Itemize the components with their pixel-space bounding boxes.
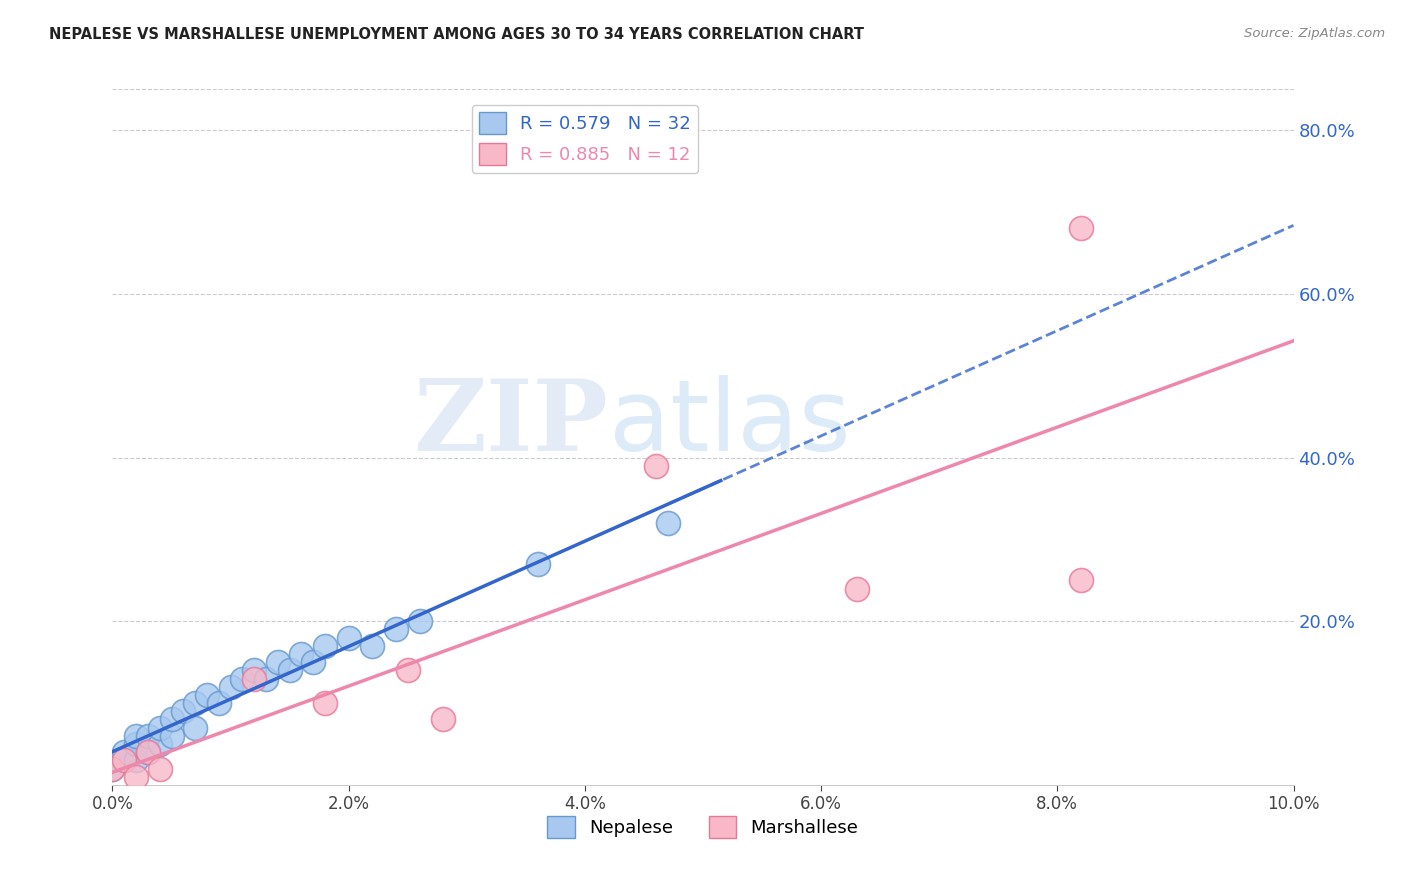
Point — [337, 631, 360, 645]
Point — [208, 696, 231, 710]
Point — [231, 672, 253, 686]
Point — [195, 688, 218, 702]
Point — [112, 753, 135, 767]
Point — [125, 729, 148, 743]
Text: Source: ZipAtlas.com: Source: ZipAtlas.com — [1244, 27, 1385, 40]
Point — [302, 655, 325, 669]
Point — [219, 680, 242, 694]
Point — [1070, 221, 1092, 235]
Point — [254, 672, 277, 686]
Point — [408, 614, 430, 628]
Point — [101, 762, 124, 776]
Point — [385, 623, 408, 637]
Point — [125, 770, 148, 784]
Point — [149, 762, 172, 776]
Text: atlas: atlas — [609, 375, 851, 472]
Point — [432, 713, 454, 727]
Point — [243, 664, 266, 678]
Point — [290, 647, 312, 661]
Text: ZIP: ZIP — [413, 375, 609, 472]
Point — [112, 753, 135, 767]
Point — [243, 672, 266, 686]
Point — [125, 737, 148, 751]
Point — [644, 458, 666, 473]
Point — [112, 745, 135, 759]
Point — [160, 713, 183, 727]
Point — [396, 664, 419, 678]
Point — [149, 737, 172, 751]
Point — [101, 762, 124, 776]
Point — [136, 745, 159, 759]
Point — [526, 557, 548, 571]
Point — [267, 655, 290, 669]
Point — [160, 729, 183, 743]
Point — [314, 639, 336, 653]
Point — [136, 745, 159, 759]
Point — [361, 639, 384, 653]
Point — [845, 582, 868, 596]
Point — [1070, 574, 1092, 588]
Point — [278, 664, 301, 678]
Point — [184, 721, 207, 735]
Point — [314, 696, 336, 710]
Legend: Nepalese, Marshallese: Nepalese, Marshallese — [540, 809, 866, 846]
Point — [149, 721, 172, 735]
Point — [657, 516, 679, 530]
Point — [184, 696, 207, 710]
Text: NEPALESE VS MARSHALLESE UNEMPLOYMENT AMONG AGES 30 TO 34 YEARS CORRELATION CHART: NEPALESE VS MARSHALLESE UNEMPLOYMENT AMO… — [49, 27, 865, 42]
Point — [136, 729, 159, 743]
Point — [125, 753, 148, 767]
Point — [172, 704, 194, 718]
